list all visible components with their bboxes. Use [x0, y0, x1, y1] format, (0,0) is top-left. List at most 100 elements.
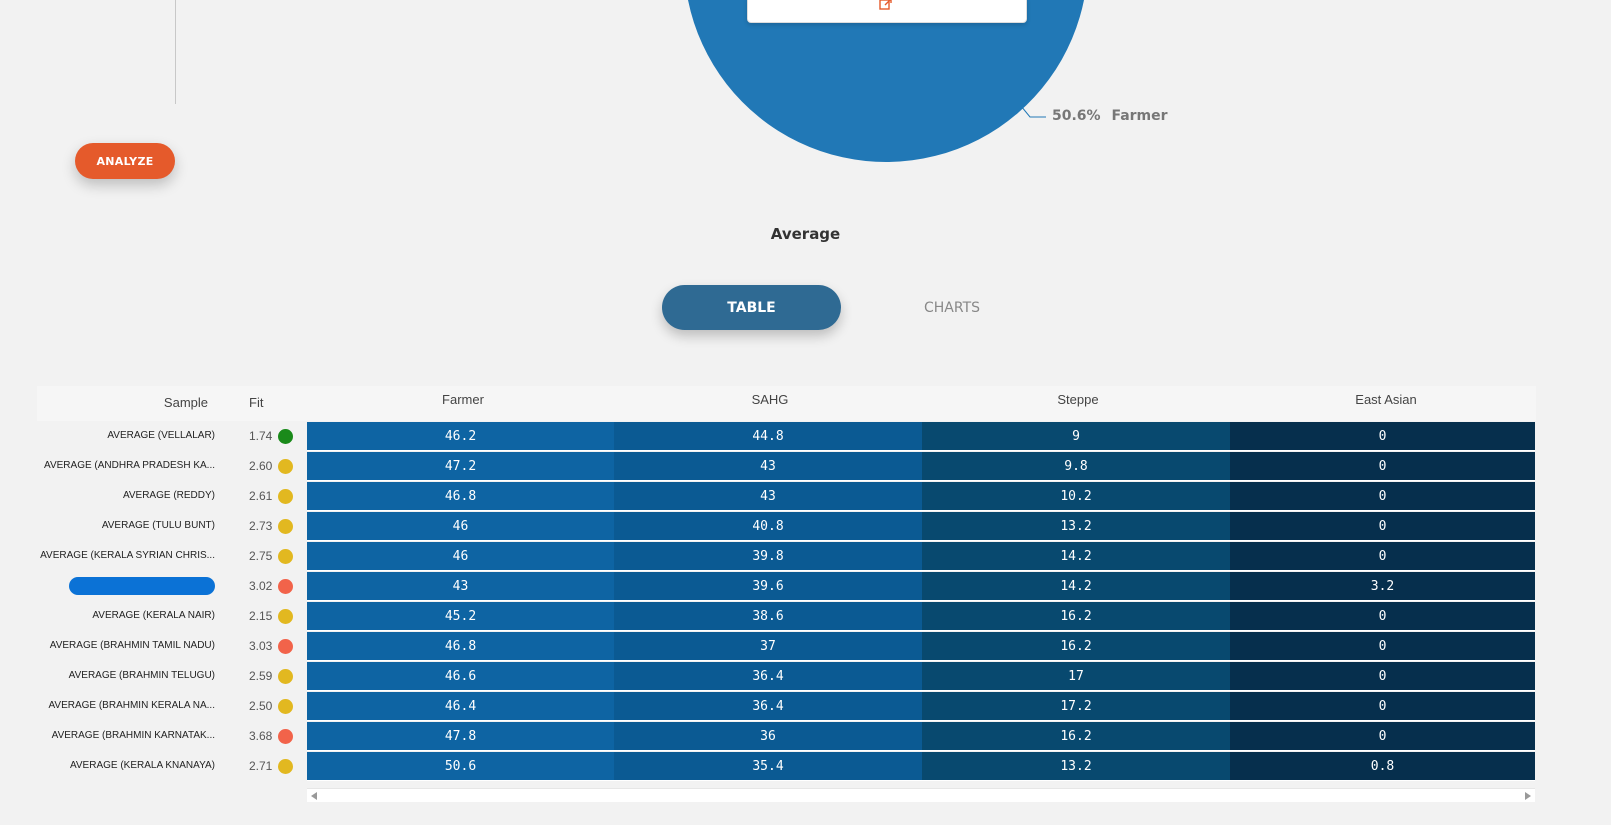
value-cell-east-asian: 0 — [1230, 692, 1535, 721]
tab-charts[interactable]: CHARTS — [892, 285, 1012, 330]
header-sahg[interactable]: SAHG — [751, 392, 789, 407]
pie-slice-label-name: Farmer — [1111, 108, 1168, 124]
sample-name: AVERAGE (BRAHMIN KARNATAK... — [51, 730, 215, 741]
sample-name: AVERAGE (REDDY) — [122, 490, 215, 501]
value-cell-sahg: 44.8 — [614, 422, 922, 451]
tab-table[interactable]: TABLE — [662, 285, 841, 330]
value-cell-east-asian: 0 — [1230, 722, 1535, 751]
fit-indicator-icon — [278, 729, 293, 744]
header-sample[interactable]: Sample — [163, 395, 208, 410]
value-cell-east-asian: 0 — [1230, 452, 1535, 481]
value-cell-farmer: 50.6 — [307, 752, 614, 781]
pie-popup[interactable] — [747, 0, 1027, 23]
table-row[interactable]: AVERAGE (BRAHMIN TELUGU) 2.59 46.6 36.4 17 0 — [37, 662, 1536, 692]
pie-slice-farmer[interactable] — [684, 0, 1088, 162]
table-row[interactable]: AVERAGE (BRAHMIN TAMIL NADU) 3.03 46.8 37 16… — [37, 632, 1536, 662]
pie-title: Average — [770, 225, 841, 243]
table-row[interactable]: AVERAGE (KERALA NAIR) 2.15 45.2 38.6 16.2 0 — [37, 602, 1536, 632]
fit-value: 3.68 — [249, 729, 273, 743]
share-icon[interactable] — [878, 0, 894, 11]
value-cell-sahg: 37 — [614, 632, 922, 661]
table-body: AVERAGE (VELLALAR) 1.74 46.2 44.8 9 0 AVERAGE … — [37, 422, 1536, 782]
fit-indicator-icon — [278, 549, 293, 564]
fit-value: 1.74 — [249, 429, 273, 443]
row-values: 46.8 37 16.2 0 — [307, 632, 1535, 662]
sample-name: AVERAGE (BRAHMIN TAMIL NADU) — [49, 640, 215, 651]
row-values: 46.4 36.4 17.2 0 — [307, 692, 1535, 722]
fit-value: 2.50 — [249, 699, 273, 713]
header-steppe[interactable]: Steppe — [1057, 392, 1099, 407]
value-cell-steppe: 17.2 — [922, 692, 1230, 721]
value-cell-sahg: 40.8 — [614, 512, 922, 541]
table-row[interactable]: AVERAGE (KERALA SYRIAN CHRIS... 2.75 46 39.… — [37, 542, 1536, 572]
value-cell-farmer: 43 — [307, 572, 614, 601]
value-cell-farmer: 46.2 — [307, 422, 614, 451]
value-cell-steppe: 9 — [922, 422, 1230, 451]
table-row[interactable]: AVERAGE (ANDHRA PRADESH KA... 2.60 47.2 43 9… — [37, 452, 1536, 482]
horizontal-scrollbar[interactable] — [307, 788, 1535, 802]
table-row[interactable]: 3.02 43 39.6 14.2 3.2 — [37, 572, 1536, 602]
fit-indicator-icon — [278, 609, 293, 624]
sample-name: AVERAGE (ANDHRA PRADESH KA... — [44, 460, 215, 471]
value-cell-farmer: 46 — [307, 542, 614, 571]
results-table: Sample Fit Farmer SAHG Steppe East Asian… — [37, 386, 1536, 781]
value-cell-sahg: 36.4 — [614, 662, 922, 691]
fit-indicator-icon — [278, 699, 293, 714]
pie-slice-label: 50.6% Farmer — [1052, 108, 1168, 124]
header-fit[interactable]: Fit — [249, 395, 264, 410]
scroll-right-icon[interactable] — [1525, 792, 1531, 800]
value-cell-farmer: 47.2 — [307, 452, 614, 481]
value-cell-steppe: 14.2 — [922, 572, 1230, 601]
table-row[interactable]: AVERAGE (BRAHMIN KERALA NA... 2.50 46.4 36.… — [37, 692, 1536, 722]
table-row[interactable]: AVERAGE (VELLALAR) 1.74 46.2 44.8 9 0 — [37, 422, 1536, 452]
fit-indicator-icon — [278, 759, 293, 774]
pie-leader-line — [1020, 105, 1046, 118]
value-cell-east-asian: 0 — [1230, 542, 1535, 571]
value-cell-east-asian: 0 — [1230, 422, 1535, 451]
value-cell-east-asian: 0 — [1230, 662, 1535, 691]
analyze-button[interactable]: ANALYZE — [75, 143, 175, 179]
value-cell-sahg: 43 — [614, 452, 922, 481]
value-cell-steppe: 10.2 — [922, 482, 1230, 511]
fit-value: 3.03 — [249, 639, 273, 653]
value-cell-steppe: 13.2 — [922, 512, 1230, 541]
view-toggle: TABLE CHARTS — [662, 285, 1042, 331]
row-values: 45.2 38.6 16.2 0 — [307, 602, 1535, 632]
fit-value: 2.73 — [249, 519, 273, 533]
fit-indicator-icon — [278, 579, 293, 594]
value-cell-sahg: 36 — [614, 722, 922, 751]
fit-value: 2.15 — [249, 609, 273, 623]
value-cell-sahg: 38.6 — [614, 602, 922, 631]
fit-value: 2.61 — [249, 489, 273, 503]
table-row[interactable]: AVERAGE (REDDY) 2.61 46.8 43 10.2 0 — [37, 482, 1536, 512]
sample-name: AVERAGE (KERALA KNANAYA) — [69, 760, 215, 771]
sample-name: AVERAGE (BRAHMIN KERALA NA... — [48, 700, 215, 711]
value-cell-east-asian: 0 — [1230, 512, 1535, 541]
value-cell-farmer: 46.6 — [307, 662, 614, 691]
scroll-left-icon[interactable] — [311, 792, 317, 800]
value-cell-steppe: 16.2 — [922, 602, 1230, 631]
table-header: Sample Fit Farmer SAHG Steppe East Asian — [37, 386, 1536, 421]
row-values: 46.8 43 10.2 0 — [307, 482, 1535, 512]
sample-name: AVERAGE (TULU BUNT) — [101, 520, 215, 531]
sample-name: AVERAGE (BRAHMIN TELUGU) — [68, 670, 215, 681]
header-farmer[interactable]: Farmer — [442, 392, 484, 407]
value-cell-steppe: 13.2 — [922, 752, 1230, 781]
value-cell-sahg: 36.4 — [614, 692, 922, 721]
value-cell-sahg: 39.8 — [614, 542, 922, 571]
value-cell-east-asian: 0 — [1230, 482, 1535, 511]
value-cell-farmer: 46.8 — [307, 482, 614, 511]
table-row[interactable]: AVERAGE (KERALA KNANAYA) 2.71 50.6 35.4 13.2… — [37, 752, 1536, 782]
value-cell-steppe: 16.2 — [922, 722, 1230, 751]
header-east-asian[interactable]: East Asian — [1355, 392, 1417, 407]
value-cell-steppe: 9.8 — [922, 452, 1230, 481]
table-row[interactable]: AVERAGE (BRAHMIN KARNATAK... 3.68 47.8 36 16… — [37, 722, 1536, 752]
row-values: 46 40.8 13.2 0 — [307, 512, 1535, 542]
fit-indicator-icon — [278, 429, 293, 444]
value-cell-sahg: 43 — [614, 482, 922, 511]
redacted-sample-name — [69, 577, 215, 595]
table-row[interactable]: AVERAGE (TULU BUNT) 2.73 46 40.8 13.2 0 — [37, 512, 1536, 542]
fit-indicator-icon — [278, 639, 293, 654]
fit-value: 2.75 — [249, 549, 273, 563]
value-cell-east-asian: 0 — [1230, 602, 1535, 631]
